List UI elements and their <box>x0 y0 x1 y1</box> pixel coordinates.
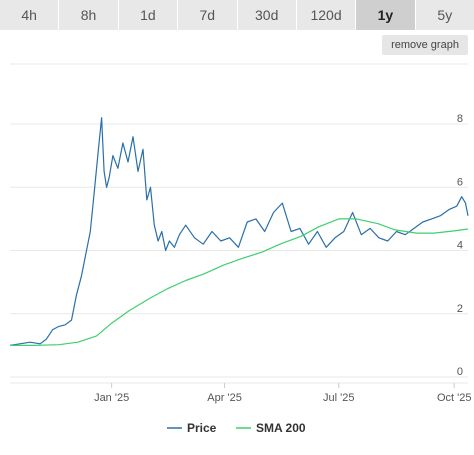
y-tick-label: 0 <box>457 366 463 378</box>
tab-30d[interactable]: 30d <box>237 0 297 30</box>
x-axis-ticks: Jan '25 Apr '25 Jul '25 Oct '25 <box>94 383 471 404</box>
legend-price-label[interactable]: Price <box>187 421 217 435</box>
tab-120d[interactable]: 120d <box>296 0 357 30</box>
price-series-line <box>9 117 469 346</box>
tab-4h[interactable]: 4h <box>0 0 60 30</box>
tab-7d[interactable]: 7d <box>178 0 238 30</box>
x-tick-label: Jan '25 <box>94 392 129 404</box>
tab-8h[interactable]: 8h <box>59 0 119 30</box>
legend-sma-label[interactable]: SMA 200 <box>256 421 306 435</box>
y-axis-ticks: 0 2 4 6 8 <box>457 113 463 378</box>
sma-200-series-line <box>10 218 469 346</box>
legend: Price SMA 200 <box>167 421 306 435</box>
x-tick-label: Jul '25 <box>323 392 354 404</box>
tab-5y[interactable]: 5y <box>415 0 474 30</box>
x-tick-label: Oct '25 <box>437 392 472 404</box>
remove-graph-button[interactable]: remove graph <box>382 35 468 55</box>
y-tick-label: 4 <box>457 240 463 252</box>
series <box>9 117 469 346</box>
grid <box>10 63 468 384</box>
y-tick-label: 8 <box>457 113 463 125</box>
tab-1y[interactable]: 1y <box>356 0 416 30</box>
tab-1d[interactable]: 1d <box>118 0 179 30</box>
timeframe-tabs: 4h 8h 1d 7d 30d 120d 1y 5y <box>0 0 474 30</box>
y-tick-label: 2 <box>457 303 463 315</box>
y-tick-label: 6 <box>457 176 463 188</box>
x-tick-label: Apr '25 <box>207 392 242 404</box>
